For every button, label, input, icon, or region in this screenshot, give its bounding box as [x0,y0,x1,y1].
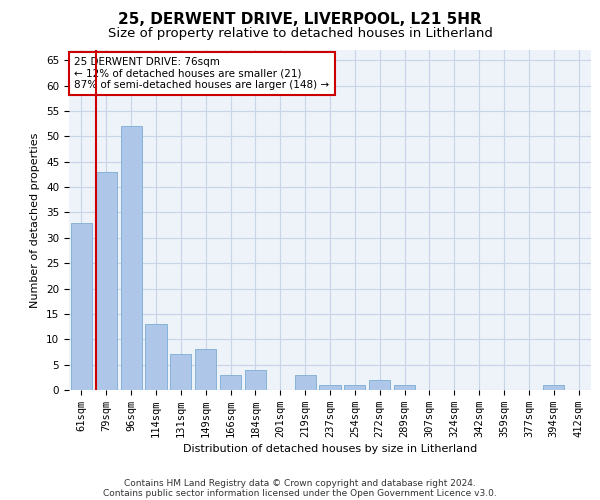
Bar [394,385,415,390]
Bar [369,380,390,390]
Text: 25, DERWENT DRIVE, LIVERPOOL, L21 5HR: 25, DERWENT DRIVE, LIVERPOOL, L21 5HR [118,12,482,28]
Bar [344,385,365,390]
Bar [319,385,341,390]
Bar [96,172,117,390]
Bar [245,370,266,390]
Text: 25 DERWENT DRIVE: 76sqm
← 12% of detached houses are smaller (21)
87% of semi-de: 25 DERWENT DRIVE: 76sqm ← 12% of detache… [74,57,329,90]
X-axis label: Distribution of detached houses by size in Litherland: Distribution of detached houses by size … [183,444,477,454]
Bar [170,354,191,390]
Bar [543,385,564,390]
Text: Size of property relative to detached houses in Litherland: Size of property relative to detached ho… [107,28,493,40]
Bar [195,350,216,390]
Y-axis label: Number of detached properties: Number of detached properties [31,132,40,308]
Bar [220,375,241,390]
Text: Contains HM Land Registry data © Crown copyright and database right 2024.: Contains HM Land Registry data © Crown c… [124,478,476,488]
Text: Contains public sector information licensed under the Open Government Licence v3: Contains public sector information licen… [103,488,497,498]
Bar [121,126,142,390]
Bar [71,222,92,390]
Bar [295,375,316,390]
Bar [145,324,167,390]
